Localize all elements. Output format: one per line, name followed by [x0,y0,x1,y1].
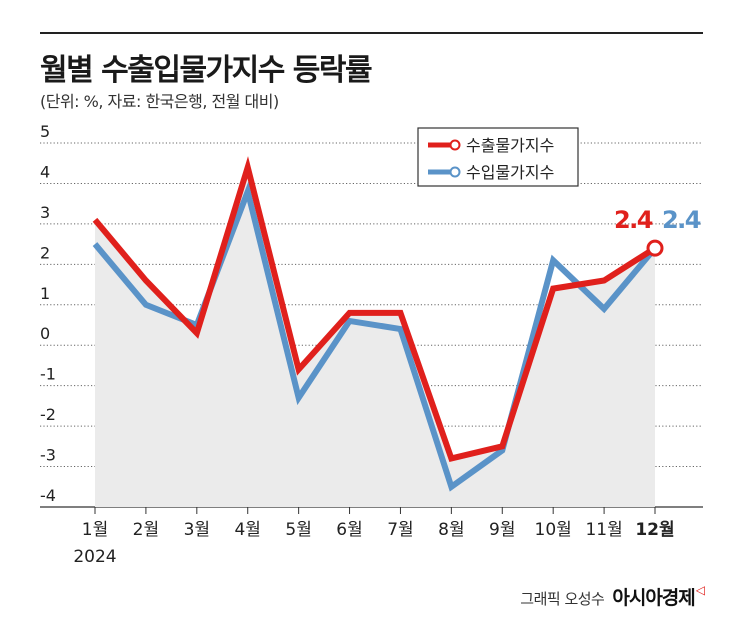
series-line-export [92,156,657,463]
x-tick-label: 11월 [585,520,622,540]
x-year-label: 2024 [73,547,116,567]
graphic-credit: 그래픽 오성수 [520,590,605,608]
x-tick-label: 2월 [133,520,159,540]
x-tick-label: 3월 [184,520,210,540]
x-tick-label: 9월 [489,520,515,540]
y-tick-label: -2 [40,405,56,424]
area-fill [95,167,655,507]
import-end-label: 2.4 [662,206,701,234]
y-tick-label: 2 [40,243,50,262]
y-tick-label: -4 [40,486,56,505]
y-tick-label: -1 [40,365,56,384]
y-tick-label: 4 [40,162,50,181]
top-rule [40,32,703,34]
x-tick-label: 10월 [535,520,572,540]
y-tick-label: 1 [40,284,50,303]
x-tick-label: 7월 [387,520,413,540]
x-tick-label: 5월 [285,520,311,540]
legend-box [417,127,579,187]
end-point-marker [646,239,664,257]
y-tick-label: 3 [40,203,50,222]
legend-item-import-label: 수입물가지수 [466,163,554,182]
brand-logo-text: 아시아경제 [612,587,695,609]
x-tick-label: 12월 [635,520,674,540]
legend-item-import-marker [449,166,461,178]
legend-item-export-label: 수출물가지수 [466,136,554,155]
export-end-label: 2.4 [614,206,653,234]
legend-item-export-marker [449,139,461,151]
x-tick-label: 1월 [82,520,108,540]
chart-subtitle: (단위: %, 자료: 한국은행, 전월 대비) [40,92,279,111]
brand-mark-icon: ◁ [695,583,705,597]
x-tick-label: 6월 [336,520,362,540]
credit: 그래픽 오성수 아시아경제◁ [520,583,705,610]
y-tick-label: 5 [40,122,50,141]
x-tick-label: 4월 [234,520,260,540]
y-tick-label: 0 [40,324,50,343]
y-tick-label: -3 [40,446,56,465]
chart-title: 월별 수출입물가지수 등락률 [40,53,373,88]
x-tick-label: 8월 [438,520,464,540]
